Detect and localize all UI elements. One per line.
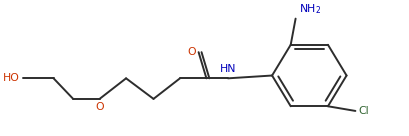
Text: HO: HO <box>3 73 20 83</box>
Text: Cl: Cl <box>358 106 369 116</box>
Text: O: O <box>187 47 196 57</box>
Text: O: O <box>95 102 104 112</box>
Text: NH$_2$: NH$_2$ <box>299 2 321 16</box>
Text: HN: HN <box>220 64 236 74</box>
